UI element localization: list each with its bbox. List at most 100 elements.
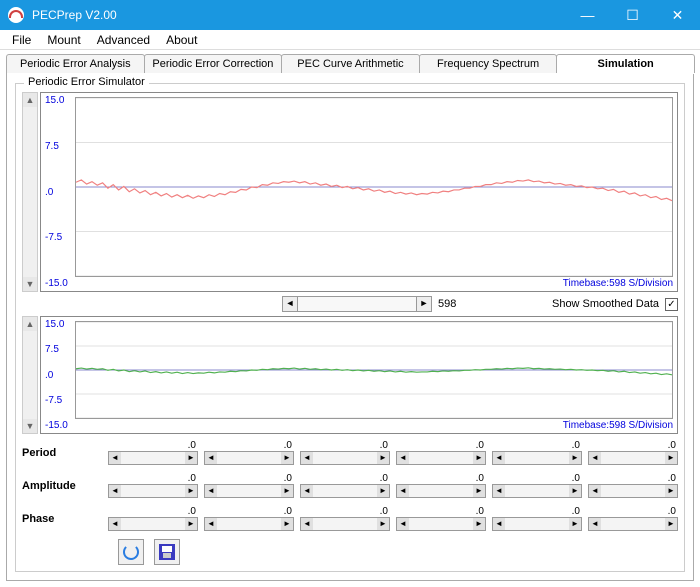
slider-left-icon[interactable]: ◄: [397, 452, 409, 464]
scroll-down-icon[interactable]: ▼: [23, 419, 37, 433]
slider-right-icon[interactable]: ►: [281, 452, 293, 464]
param-slider[interactable]: ◄►: [492, 484, 582, 498]
menu-mount[interactable]: Mount: [39, 31, 88, 49]
slider-right-icon[interactable]: ►: [569, 485, 581, 497]
param-slider[interactable]: ◄►: [204, 451, 294, 465]
tab-frequency-spectrum[interactable]: Frequency Spectrum: [419, 54, 558, 73]
param-value: .0: [108, 473, 198, 484]
slider-left-icon[interactable]: ◄: [589, 518, 601, 530]
param-value: .0: [492, 506, 582, 517]
param-slider[interactable]: ◄►: [204, 484, 294, 498]
slider-right-icon[interactable]: ►: [185, 518, 197, 530]
param-period-3: .0◄►: [396, 440, 486, 465]
param-value: .0: [300, 440, 390, 451]
close-button[interactable]: ✕: [655, 0, 700, 30]
slider-left-icon[interactable]: ◄: [589, 485, 601, 497]
param-slider[interactable]: ◄►: [204, 517, 294, 531]
slider-right-icon[interactable]: ►: [665, 485, 677, 497]
slider-right-icon[interactable]: ►: [473, 518, 485, 530]
slider-right-icon[interactable]: ►: [569, 452, 581, 464]
slider-left-icon[interactable]: ◄: [109, 452, 121, 464]
param-value: .0: [492, 440, 582, 451]
param-amplitude-4: .0◄►: [492, 473, 582, 498]
minimize-button[interactable]: —: [565, 0, 610, 30]
slider-right-icon[interactable]: ►: [281, 485, 293, 497]
menu-about[interactable]: About: [158, 31, 205, 49]
slider-right-icon[interactable]: ►: [185, 452, 197, 464]
chart1: 15.0 7.5 .0 -7.5 -15.0 Timebase:598 S/Di…: [40, 92, 678, 292]
param-slider[interactable]: ◄►: [396, 484, 486, 498]
slider-right-icon[interactable]: ►: [377, 452, 389, 464]
param-slider[interactable]: ◄►: [300, 484, 390, 498]
slider-left-icon[interactable]: ◄: [205, 518, 217, 530]
tab-pec-curve-arithmetic[interactable]: PEC Curve Arithmetic: [281, 54, 420, 73]
simulator-group: Periodic Error Simulator ▲ ▼ 15.0 7.5 .0…: [15, 83, 685, 572]
param-slider[interactable]: ◄►: [300, 517, 390, 531]
slider-right-icon[interactable]: ►: [185, 485, 197, 497]
param-slider[interactable]: ◄►: [300, 451, 390, 465]
save-button[interactable]: [154, 539, 180, 565]
scroll-left-icon[interactable]: ◄: [282, 296, 298, 312]
param-slider[interactable]: ◄►: [588, 451, 678, 465]
window-title: PECPrep V2.00: [32, 8, 565, 22]
param-value: .0: [300, 473, 390, 484]
time-scroll[interactable]: ◄ ►: [282, 296, 432, 312]
slider-right-icon[interactable]: ►: [281, 518, 293, 530]
tab-simulation[interactable]: Simulation: [556, 54, 695, 73]
slider-left-icon[interactable]: ◄: [589, 452, 601, 464]
param-label-period: Period: [22, 447, 102, 459]
param-slider[interactable]: ◄►: [396, 517, 486, 531]
slider-left-icon[interactable]: ◄: [205, 485, 217, 497]
slider-left-icon[interactable]: ◄: [493, 452, 505, 464]
param-amplitude-0: .0◄►: [108, 473, 198, 498]
slider-left-icon[interactable]: ◄: [397, 518, 409, 530]
slider-left-icon[interactable]: ◄: [493, 518, 505, 530]
tab-periodic-error-correction[interactable]: Periodic Error Correction: [144, 54, 283, 73]
app-icon: [8, 7, 24, 23]
scroll-up-icon[interactable]: ▲: [23, 93, 37, 107]
refresh-icon: [123, 544, 139, 560]
slider-right-icon[interactable]: ►: [473, 452, 485, 464]
slider-left-icon[interactable]: ◄: [301, 485, 313, 497]
maximize-button[interactable]: ☐: [610, 0, 655, 30]
slider-right-icon[interactable]: ►: [377, 485, 389, 497]
param-value: .0: [204, 473, 294, 484]
param-slider[interactable]: ◄►: [588, 484, 678, 498]
slider-left-icon[interactable]: ◄: [109, 518, 121, 530]
slider-left-icon[interactable]: ◄: [205, 452, 217, 464]
tab-periodic-error-analysis[interactable]: Periodic Error Analysis: [6, 54, 145, 73]
slider-left-icon[interactable]: ◄: [397, 485, 409, 497]
slider-left-icon[interactable]: ◄: [301, 452, 313, 464]
scroll-down-icon[interactable]: ▼: [23, 277, 37, 291]
param-phase-3: .0◄►: [396, 506, 486, 531]
scroll-right-icon[interactable]: ►: [416, 296, 432, 312]
slider-right-icon[interactable]: ►: [473, 485, 485, 497]
param-amplitude-5: .0◄►: [588, 473, 678, 498]
menu-file[interactable]: File: [4, 31, 39, 49]
titlebar: PECPrep V2.00 — ☐ ✕: [0, 0, 700, 30]
param-slider[interactable]: ◄►: [588, 517, 678, 531]
param-slider[interactable]: ◄►: [108, 451, 198, 465]
param-period-1: .0◄►: [204, 440, 294, 465]
smoothed-checkbox[interactable]: ✓: [665, 298, 678, 311]
tabstrip: Periodic Error Analysis Periodic Error C…: [6, 54, 694, 73]
param-slider[interactable]: ◄►: [108, 517, 198, 531]
slider-left-icon[interactable]: ◄: [301, 518, 313, 530]
slider-right-icon[interactable]: ►: [569, 518, 581, 530]
slider-right-icon[interactable]: ►: [665, 518, 677, 530]
chart1-vscroll[interactable]: ▲ ▼: [22, 92, 38, 292]
param-slider[interactable]: ◄►: [108, 484, 198, 498]
param-value: .0: [588, 506, 678, 517]
scroll-up-icon[interactable]: ▲: [23, 317, 37, 331]
slider-left-icon[interactable]: ◄: [493, 485, 505, 497]
menu-advanced[interactable]: Advanced: [89, 31, 158, 49]
slider-left-icon[interactable]: ◄: [109, 485, 121, 497]
refresh-button[interactable]: [118, 539, 144, 565]
chart2-vscroll[interactable]: ▲ ▼: [22, 316, 38, 434]
slider-right-icon[interactable]: ►: [377, 518, 389, 530]
param-slider[interactable]: ◄►: [492, 517, 582, 531]
param-slider[interactable]: ◄►: [396, 451, 486, 465]
param-period-4: .0◄►: [492, 440, 582, 465]
slider-right-icon[interactable]: ►: [665, 452, 677, 464]
param-slider[interactable]: ◄►: [492, 451, 582, 465]
